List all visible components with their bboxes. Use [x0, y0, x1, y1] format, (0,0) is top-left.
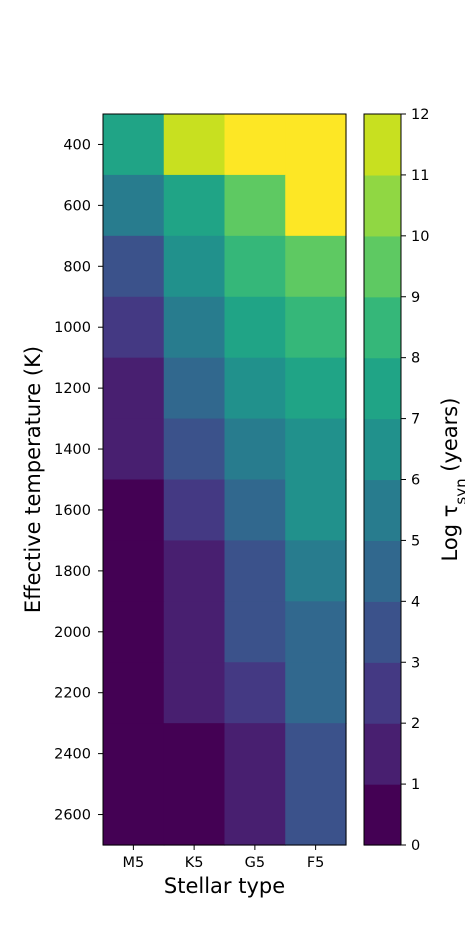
heatmap-cell [103, 357, 165, 420]
heatmap-cell [285, 479, 347, 542]
y-tick-label: 2400 [54, 747, 91, 763]
x-tick-label: F5 [307, 855, 325, 871]
colorbar-title: Log τsyn (years) [438, 398, 465, 562]
colorbar-tick-label: 6 [411, 473, 420, 489]
heatmap-cell [224, 479, 286, 542]
y-tick-label: 2600 [54, 808, 91, 824]
colorbar-segment [364, 235, 401, 298]
y-tick-label: 1200 [54, 381, 91, 397]
y-tick-label: 800 [63, 259, 91, 275]
heatmap-cells [103, 114, 347, 846]
x-tick-label: G5 [245, 855, 265, 871]
y-tick-label: 400 [63, 137, 91, 153]
heatmap-cell [285, 540, 347, 602]
heatmap-cell [224, 601, 286, 663]
heatmap-cell [224, 357, 286, 420]
colorbar-segment [364, 418, 401, 481]
y-tick-label: 1400 [54, 442, 91, 458]
heatmap-cell [163, 235, 226, 298]
y-axis-title: Effective temperature (K) [21, 346, 45, 613]
colorbar-tick-label: 5 [411, 533, 420, 549]
x-axis-title: Stellar type [164, 874, 285, 898]
heatmap-cell [285, 418, 347, 481]
colorbar-tick-label: 10 [411, 229, 429, 245]
colorbar-segment [364, 357, 401, 420]
heatmap-cell [285, 601, 347, 663]
colorbar-tick-label: 8 [411, 351, 420, 367]
colorbar-segment [364, 601, 401, 663]
plot-frame [102, 113, 347, 846]
heatmap-cell [103, 479, 165, 542]
y-tick-label: 2200 [54, 686, 91, 702]
heatmap-cell [103, 114, 165, 176]
heatmap-cell [224, 235, 286, 298]
colorbar-title-suffix: (years) [438, 398, 462, 479]
colorbar-tick-label: 11 [411, 168, 429, 184]
heatmap-cell [163, 296, 226, 359]
heatmap-cell [163, 174, 226, 237]
heatmap-cell [103, 296, 165, 359]
heatmap-cell [163, 723, 226, 846]
colorbar-tick-label: 1 [411, 777, 420, 793]
colorbar-tick-label: 0 [411, 838, 420, 854]
colorbar-segment [364, 540, 401, 602]
heatmap-cell [163, 662, 226, 724]
colorbar-title-subscript: syn [452, 478, 465, 504]
heatmap-cell [103, 723, 165, 846]
colorbar-segment [364, 479, 401, 542]
heatmap-cell [163, 601, 226, 663]
y-tick-label: 2000 [54, 625, 91, 641]
colorbar [364, 114, 401, 846]
heatmap-cell [163, 114, 226, 176]
y-tick-label: 600 [63, 198, 91, 214]
heatmap-cell [163, 479, 226, 542]
colorbar-tick-label: 2 [411, 716, 420, 732]
heatmap-cell [285, 357, 347, 420]
heatmap-cell [103, 540, 165, 602]
x-axis-ticks: M5 K5 G5 F5 [123, 845, 325, 871]
colorbar-tick-label: 3 [411, 655, 420, 671]
x-tick-label: M5 [123, 855, 145, 871]
colorbar-segment [364, 784, 401, 846]
y-tick-label: 1800 [54, 564, 91, 580]
heatmap-cell [224, 174, 286, 237]
colorbar-segment [364, 296, 401, 359]
heatmap-cell [103, 601, 165, 663]
colorbar-segment [364, 723, 401, 785]
colorbar-tick-label: 9 [411, 290, 420, 306]
heatmap-cell [285, 723, 347, 846]
heatmap-cell [163, 357, 226, 420]
colorbar-segment [364, 174, 401, 237]
colorbar-tick-label: 12 [411, 107, 429, 123]
heatmap-cell [224, 114, 286, 176]
heatmap-cell [163, 540, 226, 602]
y-tick-label: 1600 [54, 503, 91, 519]
heatmap-cell [103, 662, 165, 724]
heatmap-cell [285, 662, 347, 724]
heatmap-cell [103, 235, 165, 298]
heatmap-cell [285, 114, 347, 176]
heatmap-cell [163, 418, 226, 481]
heatmap-cell [224, 723, 286, 846]
colorbar-tick-label: 7 [411, 412, 420, 428]
x-tick-label: K5 [185, 855, 204, 871]
heatmap-cell [103, 174, 165, 237]
heatmap-cell [224, 296, 286, 359]
heatmap-cell [285, 174, 347, 237]
y-tick-label: 1000 [54, 320, 91, 336]
colorbar-segment [364, 114, 401, 176]
colorbar-title-main: Log τ [438, 505, 462, 562]
y-axis-ticks: 400 600 800 1000 1200 1400 1600 1800 2000 2200 240… [54, 137, 103, 824]
colorbar-segment [364, 662, 401, 724]
colorbar-tick-label: 4 [411, 594, 420, 610]
heatmap-cell [224, 662, 286, 724]
heatmap-cell [103, 418, 165, 481]
heatmap-cell [224, 418, 286, 481]
heatmap-cell [285, 296, 347, 359]
heatmap-cell [285, 235, 347, 298]
heatmap-cell [224, 540, 286, 602]
